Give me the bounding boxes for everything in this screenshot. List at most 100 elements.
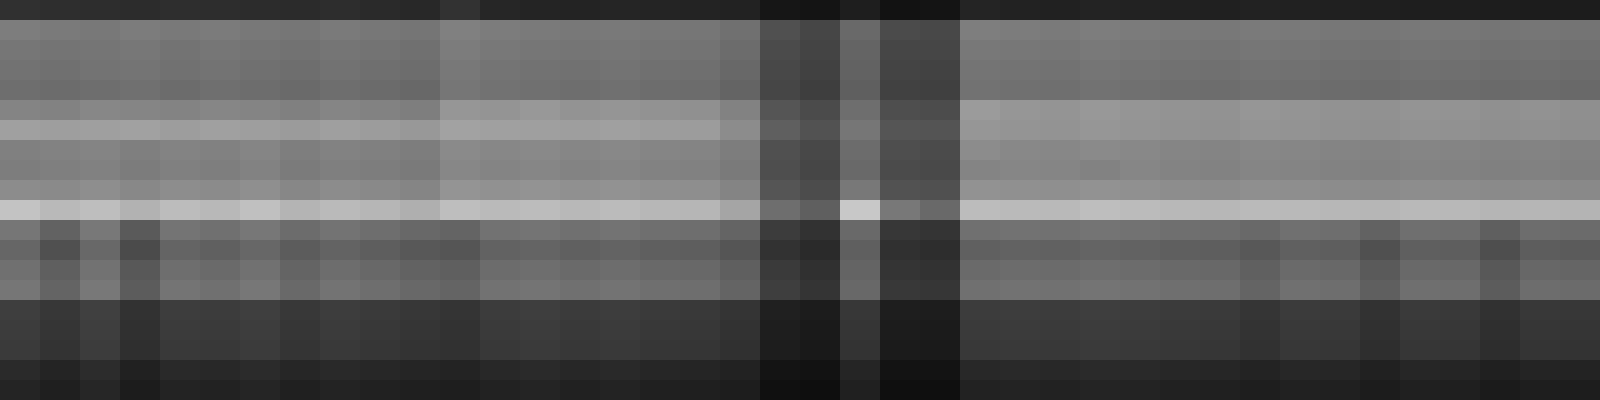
heatmap-cell (920, 360, 961, 381)
heatmap-cell (760, 240, 801, 261)
heatmap-cell (160, 20, 201, 41)
heatmap-cell (1240, 220, 1281, 241)
heatmap-cell (1160, 100, 1201, 121)
heatmap-cell (200, 340, 241, 361)
heatmap-cell (1440, 40, 1481, 61)
heatmap-cell (1080, 280, 1121, 301)
heatmap-cell (1040, 60, 1081, 81)
heatmap-cell (1320, 300, 1361, 321)
heatmap-cell (120, 80, 161, 101)
heatmap-cell (720, 220, 761, 241)
heatmap-cell (40, 140, 81, 161)
heatmap-cell (240, 340, 281, 361)
heatmap-cell (1000, 100, 1041, 121)
heatmap-cell (960, 60, 1001, 81)
heatmap-cell (0, 180, 41, 201)
heatmap-cell (1200, 60, 1241, 81)
heatmap-cell (1200, 180, 1241, 201)
heatmap-cell (760, 380, 801, 400)
heatmap-cell (400, 260, 441, 281)
heatmap-cell (1440, 200, 1481, 221)
heatmap-cell (0, 100, 41, 121)
heatmap-cell (1360, 40, 1401, 61)
heatmap-cell (680, 340, 721, 361)
heatmap-cell (360, 40, 401, 61)
heatmap-cell (320, 60, 361, 81)
heatmap-cell (1360, 280, 1401, 301)
heatmap-cell (1560, 360, 1600, 381)
heatmap-cell (1320, 180, 1361, 201)
heatmap-cell (280, 120, 321, 141)
heatmap-cell (880, 300, 921, 321)
heatmap-cell (760, 40, 801, 61)
heatmap-cell (720, 120, 761, 141)
heatmap-cell (440, 0, 481, 21)
heatmap-cell (440, 140, 481, 161)
heatmap-cell (680, 100, 721, 121)
heatmap-cell (200, 300, 241, 321)
heatmap-cell (520, 80, 561, 101)
heatmap-cell (1280, 140, 1321, 161)
heatmap-cell (1480, 160, 1521, 181)
heatmap-cell (240, 300, 281, 321)
heatmap-cell (760, 280, 801, 301)
heatmap-cell (1200, 220, 1241, 241)
heatmap-cell (1280, 60, 1321, 81)
heatmap-cell (1240, 160, 1281, 181)
heatmap-cell (480, 0, 521, 21)
heatmap-cell (1000, 120, 1041, 141)
heatmap-cell (1480, 0, 1521, 21)
heatmap-cell (1280, 340, 1321, 361)
heatmap-cell (680, 360, 721, 381)
heatmap-cell (0, 200, 41, 221)
heatmap-cell (680, 60, 721, 81)
heatmap-cell (400, 40, 441, 61)
heatmap-cell (840, 140, 881, 161)
heatmap-cell (1200, 160, 1241, 181)
heatmap-cell (1560, 120, 1600, 141)
heatmap-cell (360, 380, 401, 400)
heatmap-cell (360, 20, 401, 41)
heatmap-cell (840, 280, 881, 301)
heatmap-cell (560, 200, 601, 221)
heatmap-cell (1040, 320, 1081, 341)
heatmap-cell (840, 320, 881, 341)
heatmap-cell (360, 200, 401, 221)
heatmap-cell (1520, 360, 1561, 381)
heatmap-cell (1480, 120, 1521, 141)
heatmap-cell (1240, 0, 1281, 21)
heatmap-cell (1000, 280, 1041, 301)
heatmap-cell (880, 260, 921, 281)
heatmap-cell (1240, 180, 1281, 201)
heatmap-cell (920, 300, 961, 321)
heatmap-cell (1360, 300, 1401, 321)
heatmap-cell (80, 100, 121, 121)
heatmap-cell (1440, 20, 1481, 41)
heatmap-cell (1200, 340, 1241, 361)
heatmap-cell (480, 200, 521, 221)
heatmap-cell (880, 340, 921, 361)
heatmap-cell (1160, 40, 1201, 61)
heatmap-cell (720, 20, 761, 41)
heatmap-cell (1520, 0, 1561, 21)
heatmap-cell (160, 140, 201, 161)
heatmap-cell (160, 380, 201, 400)
heatmap-cell (1400, 180, 1441, 201)
heatmap-cell (720, 260, 761, 281)
heatmap-cell (520, 320, 561, 341)
heatmap-cell (1000, 20, 1041, 41)
heatmap-cell (560, 360, 601, 381)
heatmap-cell (280, 300, 321, 321)
heatmap-cell (1120, 180, 1161, 201)
heatmap-cell (480, 160, 521, 181)
heatmap-cell (640, 100, 681, 121)
heatmap-cell (1440, 140, 1481, 161)
heatmap-cell (120, 140, 161, 161)
heatmap-cell (800, 0, 841, 21)
heatmap-cell (1040, 260, 1081, 281)
heatmap-cell (1400, 320, 1441, 341)
heatmap-cell (40, 300, 81, 321)
heatmap-cell (800, 320, 841, 341)
heatmap-cell (1360, 60, 1401, 81)
heatmap-cell (120, 0, 161, 21)
